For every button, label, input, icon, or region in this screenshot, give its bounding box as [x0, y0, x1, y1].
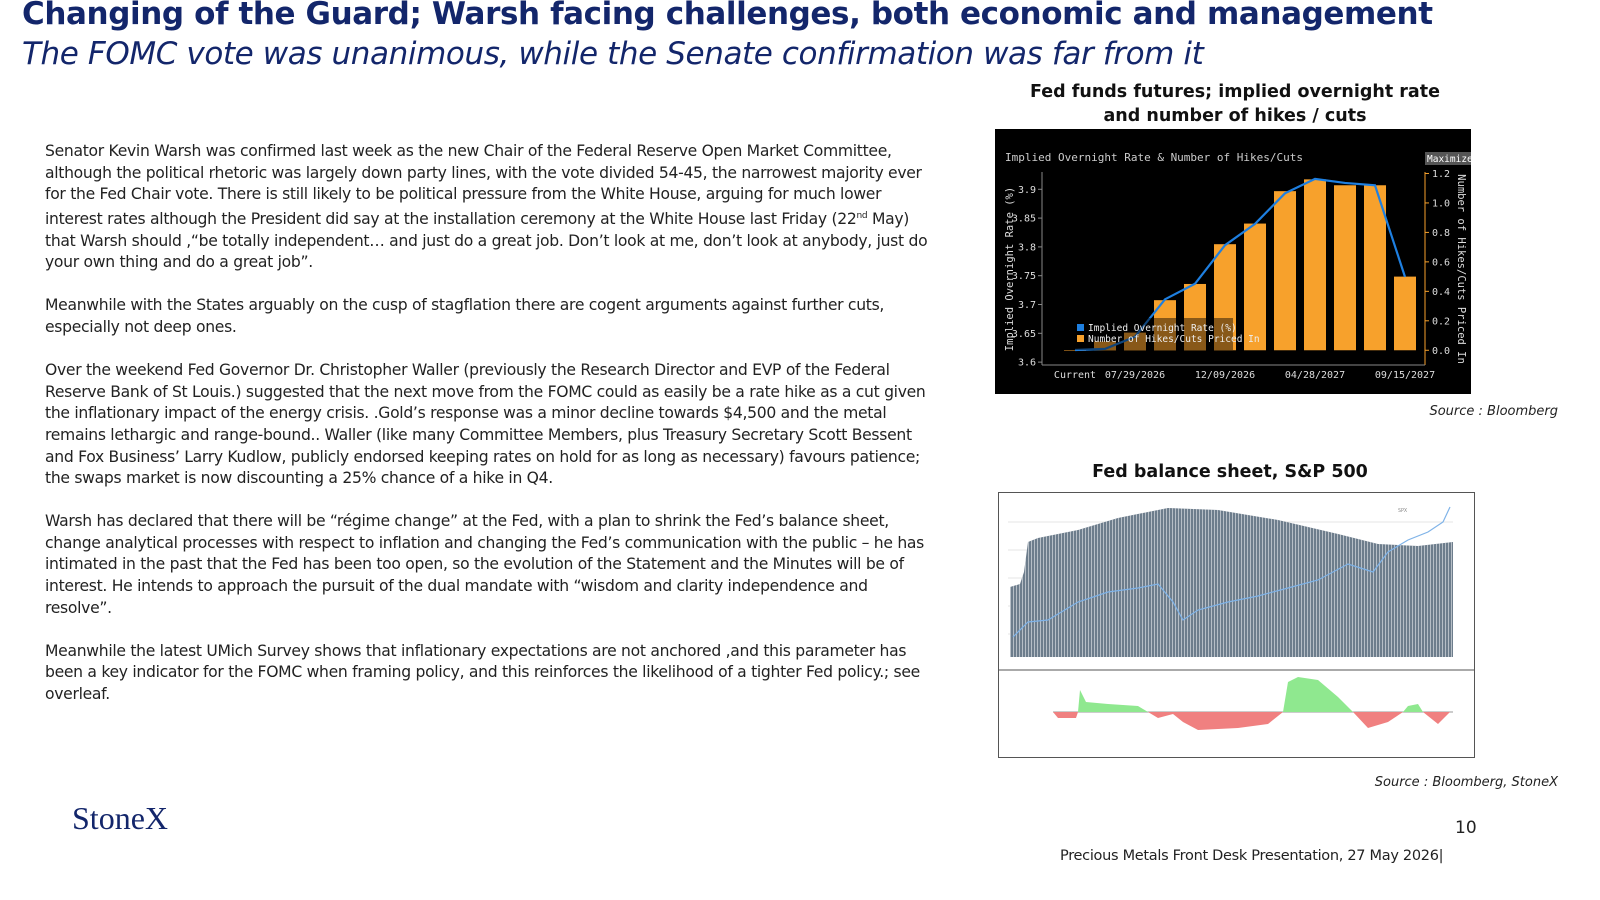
bar-texture	[1010, 508, 1453, 657]
legend	[1073, 318, 1233, 350]
page-number: 10	[1455, 818, 1477, 838]
bar	[1244, 223, 1266, 351]
positive-area	[1078, 677, 1423, 712]
body-text: Senator Kevin Warsh was confirmed last w…	[45, 141, 935, 727]
y-tick-label: 3.85	[1012, 214, 1036, 225]
spx-line	[1012, 506, 1451, 638]
source: Source : Bloomberg, StoneX	[1374, 775, 1558, 790]
y-axis-label: Implied Overnight Rate (%)	[1004, 187, 1016, 351]
chart-title: Implied Overnight Rate & Number of Hikes…	[1005, 151, 1303, 164]
y-tick-label: 3.75	[1012, 271, 1036, 282]
button	[1425, 152, 1471, 165]
bar	[1334, 185, 1356, 351]
bar	[1394, 276, 1416, 351]
text: May) that Warsh should ,“be totally inde…	[45, 209, 928, 272]
x-tick-label: 04/28/2027	[1285, 370, 1345, 381]
x-tick-label: 07/29/2026	[1105, 370, 1165, 381]
x-tick-label: 09/15/2027	[1375, 370, 1435, 381]
paragraph: Senator Kevin Warsh was confirmed last w…	[45, 141, 935, 274]
subtitle: The FOMC vote was unanimous, while the S…	[22, 36, 1204, 72]
y2-axis-label: Number of Hikes/Cuts Priced In	[1455, 174, 1467, 364]
y2-tick-label: 0.4	[1432, 287, 1450, 298]
y-tick-label: 3.8	[1018, 242, 1036, 253]
logo: StoneX	[72, 800, 168, 836]
button-label: Maximize	[1427, 154, 1471, 165]
y2-tick-label: 0.2	[1432, 316, 1450, 327]
bar	[1214, 244, 1236, 351]
x-tick-label: Current	[1054, 370, 1096, 381]
source: Source : Bloomberg	[1429, 404, 1558, 419]
figure-caption: Fed funds futures; implied overnight rat…	[1030, 82, 1440, 126]
negative-area	[1053, 712, 1450, 730]
y-tick-label: 3.65	[1012, 329, 1036, 340]
y-tick-label: 3.7	[1018, 300, 1036, 311]
bar	[1124, 332, 1146, 351]
bar	[1184, 283, 1206, 351]
y2-tick-label: 1.0	[1432, 198, 1450, 209]
y2-tick-label: 0.6	[1432, 257, 1450, 268]
footer-text: Precious Metals Front Desk Presentation,…	[1060, 848, 1444, 864]
chart: Implied Overnight Rate & Number of Hikes…	[995, 129, 1471, 394]
y2-tick-label: 0.8	[1432, 228, 1450, 239]
title: Changing of the Guard; Warsh facing chal…	[22, 0, 1433, 32]
legend-swatch	[1077, 324, 1084, 331]
bar	[1064, 350, 1086, 351]
y2-tick-label: 0.0	[1432, 346, 1450, 357]
chart-image: SPX	[998, 492, 1475, 758]
figure-caption: Fed balance sheet, S&P 500	[1092, 462, 1368, 482]
paragraph: Warsh has declared that there will be “r…	[45, 512, 924, 617]
paragraph: Over the weekend Fed Governor Dr. Christ…	[45, 361, 926, 488]
text: Senator Kevin Warsh was confirmed last w…	[45, 142, 922, 228]
label: SPX	[1398, 508, 1407, 514]
y2-tick-label: 1.2	[1432, 169, 1450, 180]
bar	[1154, 300, 1176, 351]
paragraph: Meanwhile with the States arguably on th…	[45, 296, 885, 336]
x-tick-label: 12/09/2026	[1195, 370, 1255, 381]
bar	[1304, 179, 1326, 351]
superscript: nd	[856, 210, 868, 221]
legend-swatch	[1077, 335, 1084, 342]
bar	[1094, 341, 1116, 351]
y-tick-label: 3.9	[1018, 185, 1036, 196]
legend-label: Number of Hikes/Cuts Priced In	[1088, 334, 1260, 345]
bar	[1364, 185, 1386, 351]
legend-label: Implied Overnight Rate (%)	[1088, 323, 1237, 334]
bar	[1274, 191, 1296, 351]
paragraph: Meanwhile the latest UMich Survey shows …	[45, 641, 920, 704]
line	[1074, 177, 1407, 352]
y-tick-label: 3.6	[1018, 358, 1036, 369]
